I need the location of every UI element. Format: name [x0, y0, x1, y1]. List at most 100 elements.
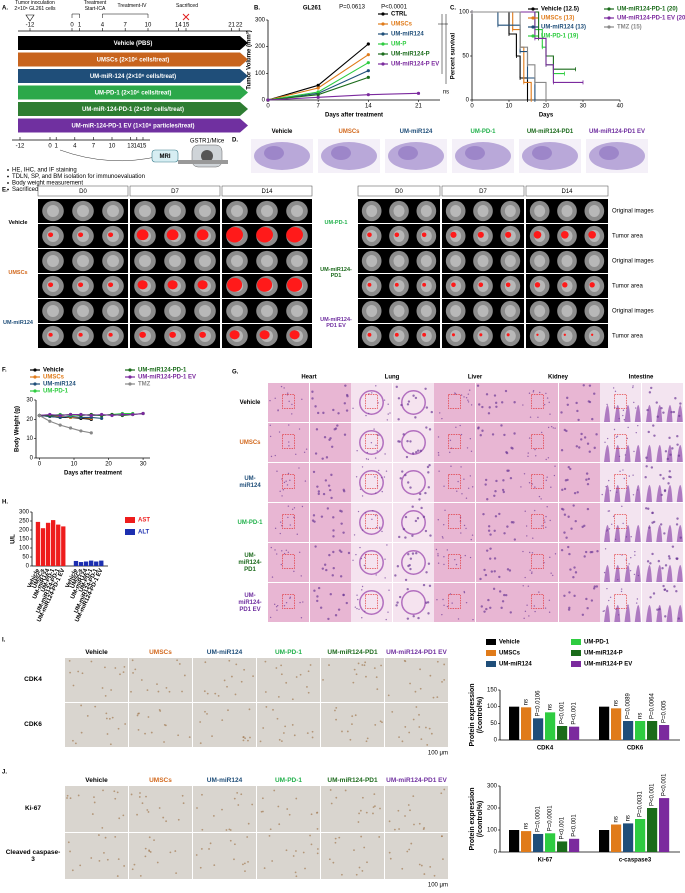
- ihc-stain: [261, 797, 264, 800]
- nucleus: [534, 448, 536, 451]
- significance-note: P=0.0064: [650, 692, 656, 719]
- nucleus: [633, 573, 636, 576]
- ihc-stain: [284, 725, 287, 728]
- villus: [614, 405, 621, 422]
- y-axis-label: Protein expression (/control%): [469, 683, 484, 747]
- chart-title: GL261: [303, 6, 322, 12]
- nucleus: [665, 589, 669, 593]
- tumor-area: [48, 282, 54, 288]
- y-tick-label: 200: [487, 806, 498, 812]
- nucleus: [576, 409, 579, 413]
- nucleus: [416, 517, 420, 520]
- ihc-stain: [242, 736, 245, 739]
- ihc-stain: [311, 730, 314, 733]
- timeline-day: 7: [124, 23, 128, 29]
- nucleus: [588, 450, 591, 453]
- ihc-stain: [247, 739, 249, 742]
- nucleus: [407, 481, 410, 484]
- ihc-stain: [285, 849, 288, 852]
- treatment-group: UMSCs (2×10⁶ cells/treat): [97, 58, 170, 64]
- day-label: D0: [79, 189, 87, 195]
- ihc-stain: [94, 705, 97, 708]
- roi-box: [282, 394, 295, 409]
- treatment-arrow: [18, 69, 248, 83]
- nucleus: [406, 439, 409, 443]
- nucleus: [629, 569, 632, 572]
- ihc-stain: [145, 795, 147, 798]
- nucleus: [459, 424, 461, 427]
- nucleus: [443, 556, 445, 558]
- nucleus: [312, 470, 316, 474]
- nucleus: [344, 384, 347, 387]
- nucleus: [269, 616, 272, 619]
- roi-box: [365, 554, 378, 569]
- data-point: [79, 412, 83, 417]
- ihc-stain: [162, 816, 165, 819]
- nucleus: [605, 485, 607, 488]
- brain-detail: [534, 205, 546, 217]
- nucleus: [408, 563, 411, 567]
- ihc-stain: [264, 660, 267, 663]
- nucleus: [489, 547, 492, 550]
- brain-detail: [199, 205, 211, 217]
- brain-detail: [477, 330, 489, 342]
- ihc-stain: [123, 665, 126, 668]
- group-label: Vehicle: [85, 776, 108, 784]
- nucleus: [398, 535, 401, 539]
- tumor-area: [78, 282, 84, 288]
- nucleus: [549, 413, 551, 415]
- villus: [634, 445, 641, 462]
- brain-detail: [366, 255, 378, 267]
- nucleus: [608, 510, 611, 512]
- nucleus: [361, 495, 364, 497]
- nucleus: [356, 594, 358, 596]
- nucleus: [591, 417, 594, 421]
- ihc-image: [257, 658, 320, 702]
- ihc-stain: [201, 793, 203, 796]
- ihc-stain: [144, 847, 147, 850]
- nucleus: [608, 479, 610, 482]
- data-point: [366, 53, 370, 57]
- ihc-stain: [259, 740, 262, 743]
- legend-marker: [381, 62, 385, 66]
- nucleus: [575, 401, 578, 405]
- nucleus: [337, 608, 341, 611]
- ihc-stain: [137, 728, 140, 731]
- nucleus: [428, 584, 432, 588]
- nucleus: [443, 485, 445, 487]
- nucleus: [567, 515, 570, 518]
- roi-box: [614, 434, 627, 449]
- ihc-stain: [240, 793, 243, 796]
- nucleus: [279, 532, 281, 535]
- nucleus: [303, 451, 306, 453]
- nucleus: [589, 551, 592, 554]
- roi-box: [365, 474, 378, 489]
- treatment-group: UM-miR-124-PD-1 EV (1×10⁹ particles/trea…: [71, 124, 194, 130]
- nucleus: [289, 597, 291, 600]
- nucleus: [291, 413, 293, 415]
- villus: [676, 565, 683, 582]
- villus: [604, 565, 610, 582]
- group-label: UM-miR124-PD1: [327, 648, 378, 656]
- nucleus: [651, 521, 654, 524]
- nucleus: [647, 507, 650, 510]
- bar: [647, 721, 658, 740]
- brain-detail: [169, 255, 181, 267]
- villus: [634, 485, 641, 502]
- brain-detail: [420, 305, 432, 317]
- nucleus: [411, 534, 414, 537]
- ihc-stain: [139, 874, 142, 877]
- ihc-stain: [122, 814, 125, 817]
- ihc-stain: [335, 718, 337, 721]
- legend-label: AST: [138, 518, 150, 524]
- panel-label: A.: [2, 6, 8, 12]
- ihc-stain: [98, 859, 101, 862]
- nucleus: [404, 536, 407, 539]
- ihc-stain: [271, 860, 274, 862]
- treatment-group: UM-miR-124-PD-1 (2×10⁶ cells/treat): [82, 107, 184, 113]
- brain-detail: [231, 305, 243, 317]
- row-label: CDK4: [24, 676, 42, 684]
- nucleus: [422, 583, 426, 587]
- bar: [557, 841, 568, 852]
- ihc-stain: [404, 815, 406, 817]
